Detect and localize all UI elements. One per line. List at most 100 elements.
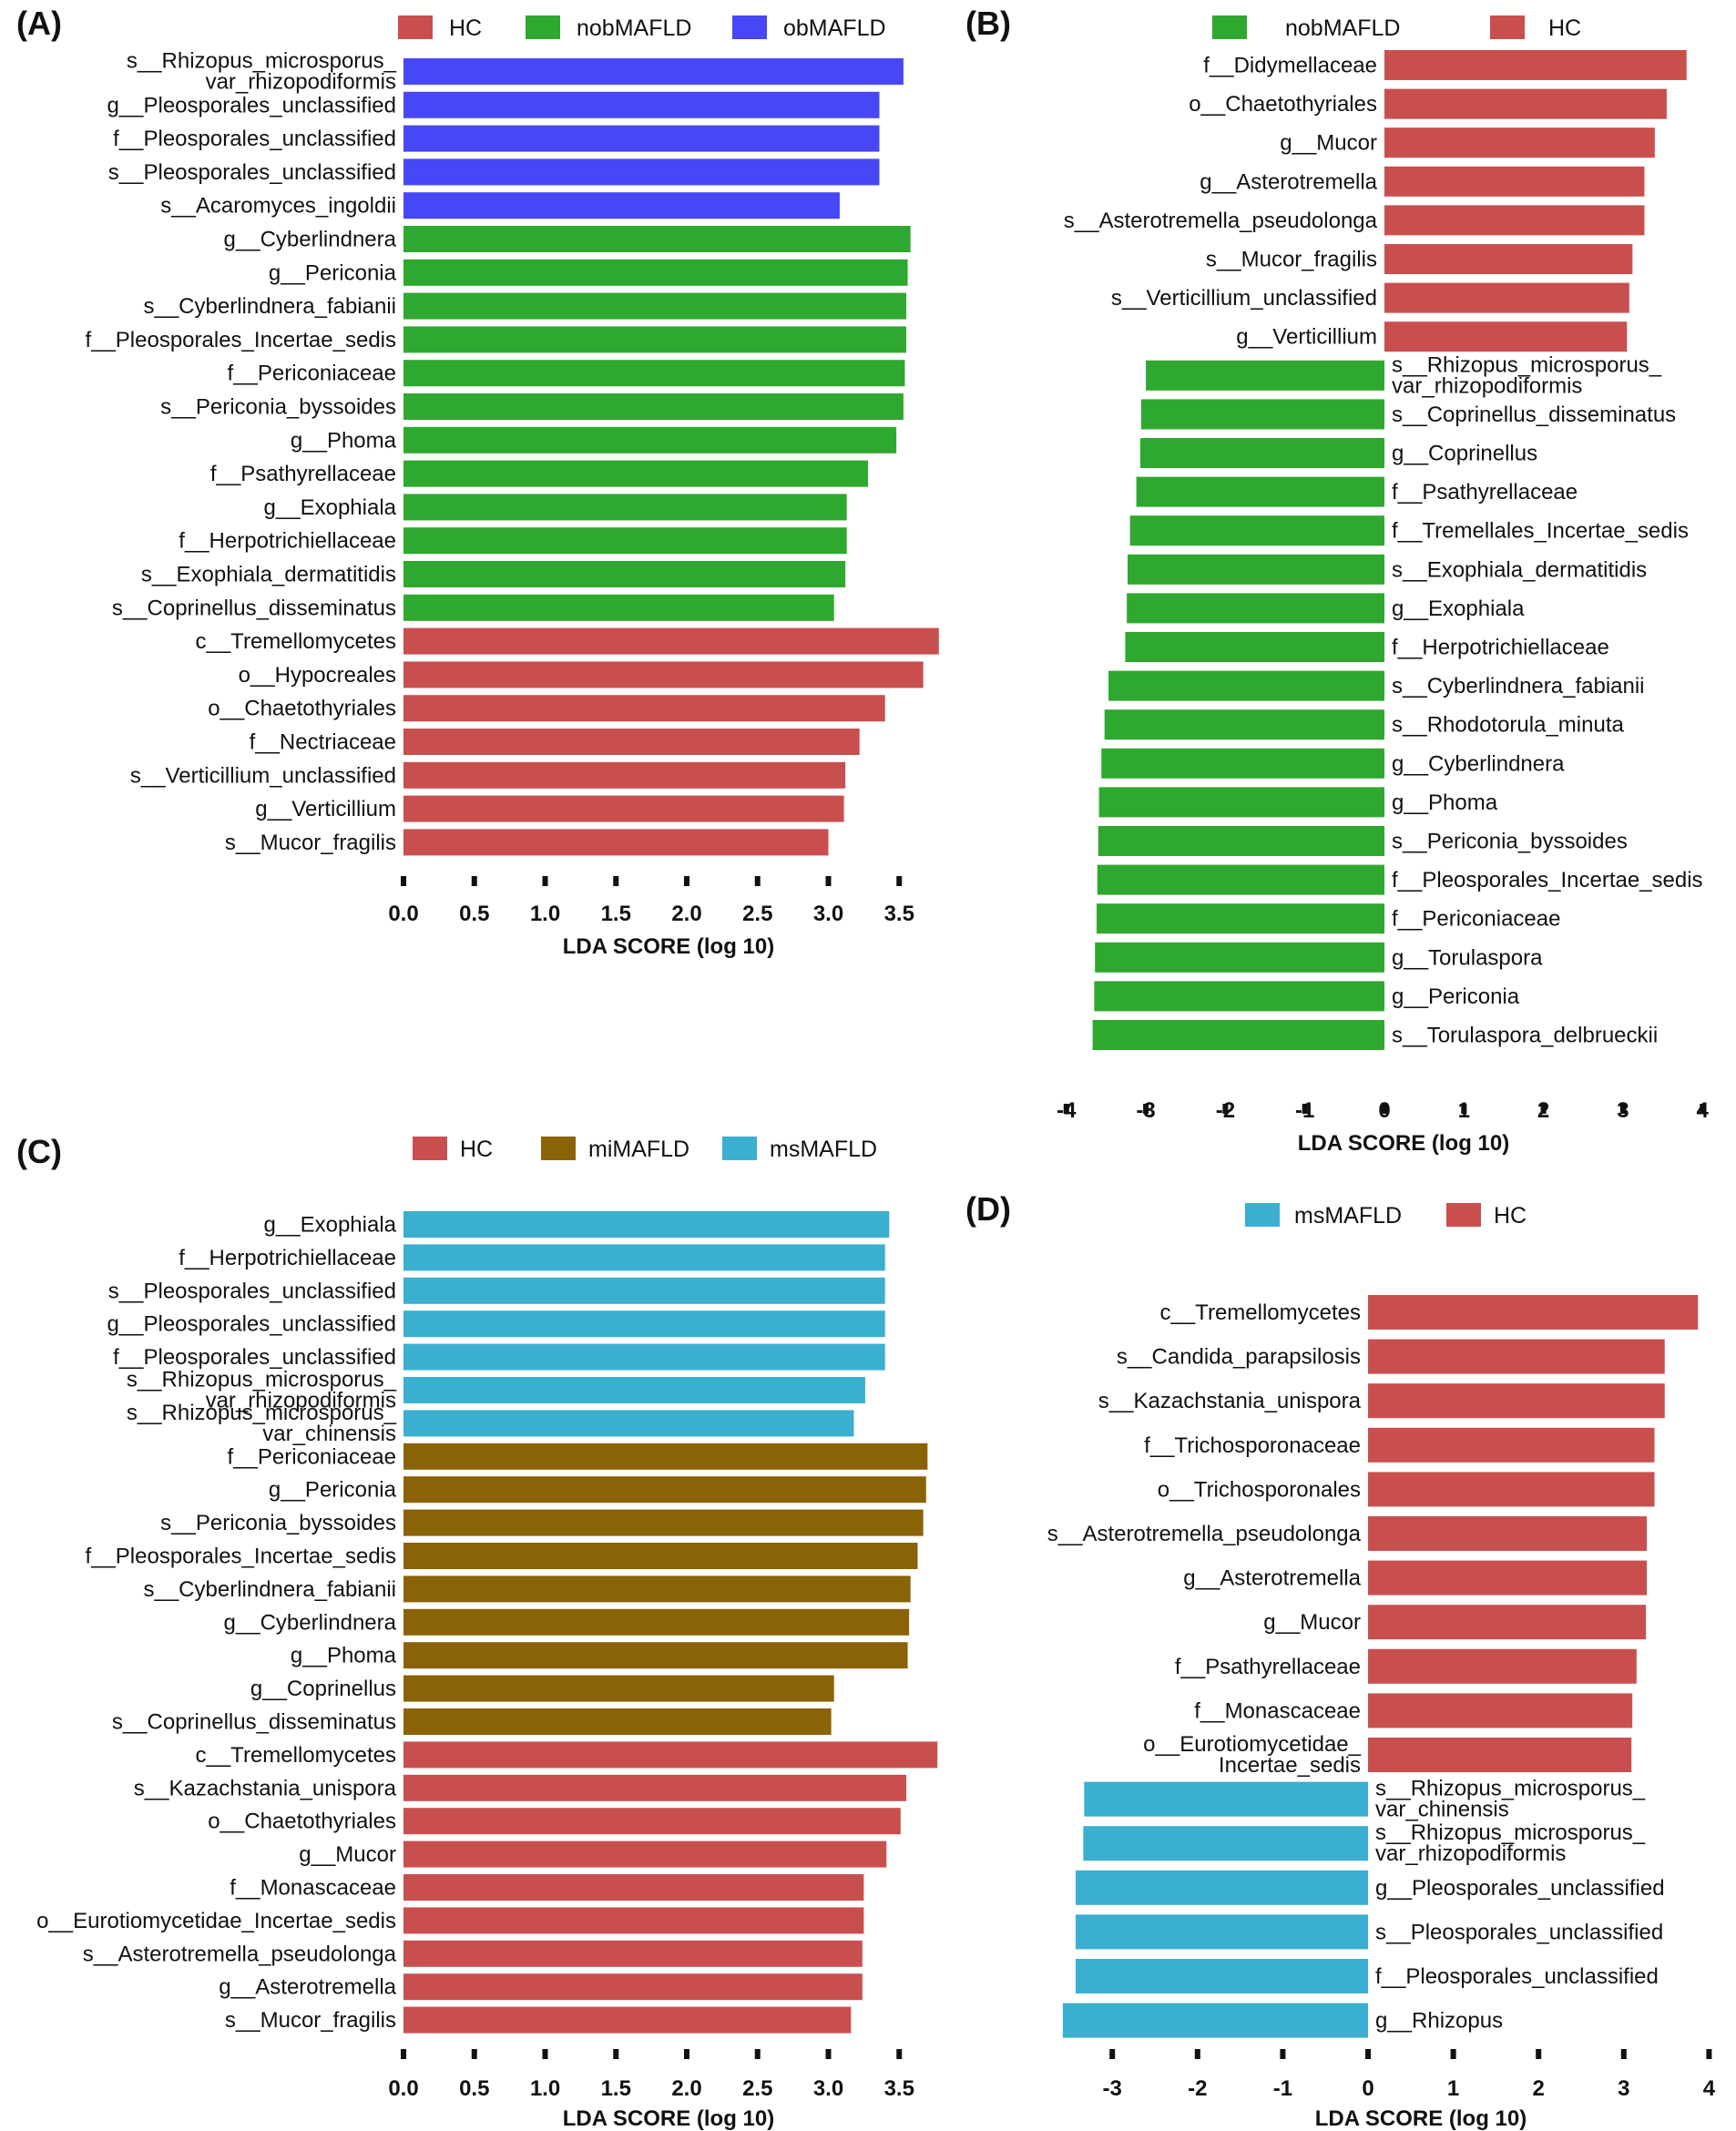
bar — [1384, 166, 1645, 197]
bar — [1368, 1693, 1633, 1728]
axis-tick — [684, 876, 689, 886]
bar-label: s__Cyberlindnera_fabianii — [1392, 674, 1645, 698]
bar — [403, 1940, 863, 1967]
tick-label: 0.0 — [388, 902, 418, 926]
bar — [1384, 321, 1628, 352]
bar — [403, 527, 847, 555]
bar-label: s__Verticillium_unclassified — [1111, 286, 1377, 311]
legend-label: obMAFLD — [783, 15, 886, 41]
bar — [403, 1543, 918, 1569]
bar-label: f__Trichosporonaceae — [1144, 1433, 1361, 1458]
bar — [403, 360, 905, 387]
bar-label: f__Psathyrellaceae — [1175, 1655, 1361, 1679]
bar-label: g__Periconia — [269, 260, 397, 285]
axis-tick — [1461, 1104, 1467, 1114]
bar-label: s__Kazachstania_unispora — [134, 1776, 397, 1800]
bar-label: s__Coprinellus_disseminatus — [112, 596, 396, 620]
bar — [1127, 593, 1384, 624]
bar-label: s__Coprinellus_disseminatus — [1392, 403, 1676, 427]
bar — [403, 460, 869, 487]
bar — [403, 125, 880, 152]
tick-label: 1 — [1447, 2076, 1459, 2101]
bar — [1075, 1914, 1368, 1950]
bar — [403, 1310, 885, 1338]
bar — [403, 1343, 885, 1371]
bar-label: var_rhizopodiformis — [1392, 373, 1582, 398]
bar-label: s__Asterotremella_pseudolonga — [83, 1942, 397, 1966]
bar — [1368, 1383, 1665, 1419]
bar — [403, 192, 840, 219]
bar — [1104, 709, 1384, 740]
bar-label: s__Verticillium_unclassified — [130, 763, 396, 788]
bar-label: f__Pleosporales_unclassified — [1375, 1964, 1659, 1989]
tick-label: 1.0 — [530, 902, 560, 926]
axis-tick — [542, 2049, 548, 2059]
tick-label: 0.5 — [459, 2076, 489, 2101]
bar — [403, 1973, 863, 2001]
legend-label: nobMAFLD — [577, 15, 691, 41]
bar-label: s__Exophiala_dermatitidis — [1392, 557, 1647, 582]
bar — [403, 695, 885, 722]
axis-tick — [1450, 2049, 1456, 2059]
axis-tick — [1063, 1104, 1069, 1114]
bar — [1146, 360, 1384, 391]
bar-label: g__Phoma — [291, 1644, 397, 1668]
bar — [1368, 1516, 1648, 1551]
axis-tick — [896, 2049, 903, 2059]
legend-label: HC — [460, 1137, 493, 1162]
bar-label: s__Torulaspora_delbrueckii — [1392, 1024, 1658, 1048]
bar-label: f__Pleosporales_Incertae_sedis — [85, 1545, 396, 1569]
bar-label: var_rhizopodiformis — [206, 70, 396, 95]
bar-label: g__Torulaspora — [1392, 945, 1543, 970]
panel-letter: (B) — [965, 5, 1011, 42]
bar — [403, 1840, 887, 1868]
bar — [403, 1675, 834, 1702]
bar — [1368, 1295, 1699, 1330]
axis-tick — [754, 876, 761, 886]
tick-label: 2 — [1537, 1098, 1549, 1123]
axis-tick — [825, 2049, 832, 2059]
bar — [403, 1808, 901, 1835]
tick-label: 4 — [1703, 2076, 1716, 2101]
bar — [403, 2006, 852, 2034]
tick-label: -3 — [1136, 1098, 1155, 1123]
bar — [403, 1476, 926, 1504]
bar-label: g__Pleosporales_unclassified — [107, 1312, 396, 1337]
bar-label: g__Coprinellus — [250, 1677, 396, 1701]
bar — [403, 1211, 890, 1238]
axis-tick — [471, 2049, 477, 2059]
axis-tick — [1280, 2049, 1286, 2059]
axis-tick — [1540, 1104, 1547, 1114]
bar — [403, 661, 924, 688]
bar — [1096, 903, 1384, 934]
panel-letter: (C) — [16, 1133, 62, 1170]
bar-label: s__Pleosporales_unclassified — [108, 1279, 396, 1303]
bar-label: s__Candida_parapsilosis — [1117, 1345, 1361, 1370]
bar-label: g__Exophiala — [264, 1213, 397, 1238]
bar-label: var_chinensis — [1375, 1798, 1509, 1822]
tick-label: 3.0 — [813, 902, 843, 926]
bar — [1139, 438, 1384, 468]
tick-label: 2 — [1533, 2076, 1545, 2101]
axis-tick — [1620, 2049, 1627, 2059]
tick-label: 1.5 — [601, 902, 631, 926]
bar — [1098, 787, 1384, 818]
bar-label: s__Rhodotorula_minuta — [1392, 713, 1624, 738]
axis-title: LDA SCORE (log 10) — [1315, 2106, 1527, 2131]
axis-tick — [754, 2049, 761, 2059]
bar-label: g__Mucor — [1280, 131, 1377, 156]
bar — [403, 1509, 924, 1536]
bar — [403, 1377, 865, 1403]
legend-label: msMAFLD — [770, 1137, 877, 1162]
bar-label: g__Rhizopus — [1375, 2009, 1503, 2034]
bar — [1384, 127, 1655, 158]
bar-label: s__Cyberlindnera_fabianii — [143, 294, 396, 319]
bar — [403, 1741, 938, 1769]
tick-label: -2 — [1216, 1098, 1235, 1123]
bar-label: f__Didymellaceae — [1203, 54, 1377, 78]
tick-label: 3.5 — [884, 2076, 914, 2101]
bar — [1084, 1781, 1368, 1817]
bar-label: f__Periconiaceae — [228, 362, 396, 386]
bar — [403, 1874, 864, 1901]
axis-tick — [1302, 1104, 1308, 1114]
